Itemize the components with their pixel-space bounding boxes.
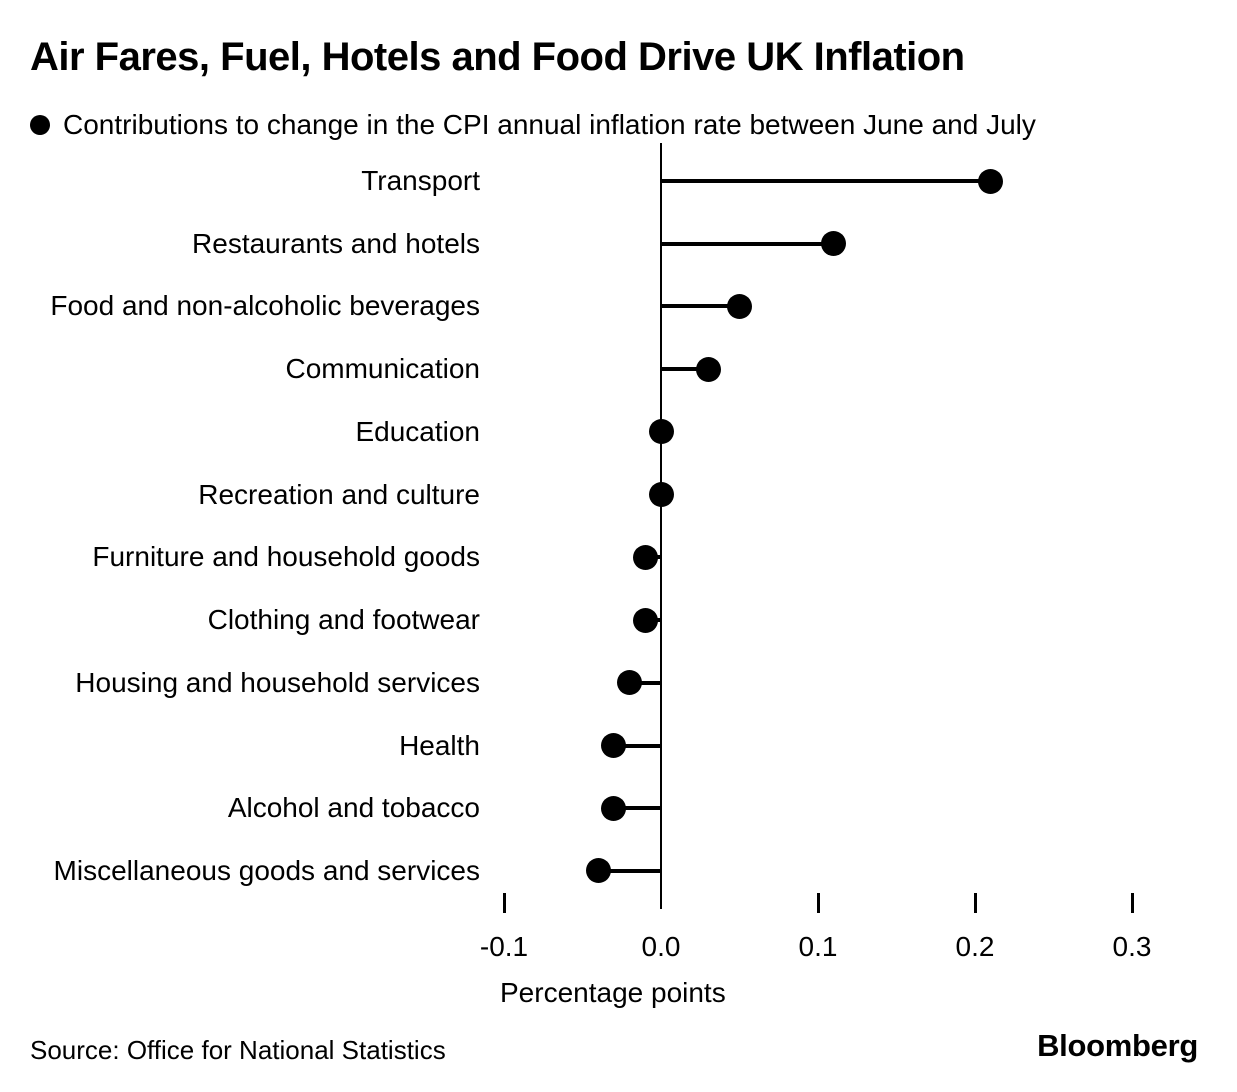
data-point-dot	[601, 733, 627, 759]
x-axis-tick	[973, 893, 977, 913]
data-point-dot	[632, 607, 658, 633]
category-label: Health	[399, 729, 480, 761]
data-point-dot	[648, 482, 674, 508]
data-point-dot	[648, 419, 674, 445]
category-label: Clothing and footwear	[207, 604, 480, 636]
chart-legend: Contributions to change in the CPI annua…	[30, 108, 1036, 142]
data-point-dot	[978, 168, 1004, 194]
legend-label: Contributions to change in the CPI annua…	[63, 109, 1036, 140]
data-point-dot	[695, 356, 721, 382]
x-axis-tick	[1130, 893, 1134, 913]
lollipop-stem	[613, 806, 661, 811]
lollipop-stem	[613, 743, 661, 748]
category-label: Education	[355, 415, 480, 447]
category-label: Recreation and culture	[198, 478, 480, 510]
x-axis-tick-label: 0.1	[798, 931, 838, 962]
category-label: Furniture and household goods	[92, 541, 480, 573]
category-label: Alcohol and tobacco	[227, 792, 480, 824]
data-point-dot	[585, 858, 611, 884]
data-point-dot	[632, 544, 658, 570]
lollipop-stem	[661, 179, 991, 183]
x-axis-tick-label: 0.2	[955, 931, 995, 962]
lollipop-stem	[661, 241, 834, 246]
data-point-dot	[617, 670, 643, 696]
legend-bullet-icon	[30, 115, 50, 135]
lollipop-stem	[661, 304, 740, 309]
category-label: Communication	[285, 353, 480, 385]
chart-title: Air Fares, Fuel, Hotels and Food Drive U…	[30, 35, 965, 79]
bloomberg-logo: Bloomberg	[1037, 1028, 1198, 1063]
x-axis-tick-label: 0.3	[1112, 931, 1152, 962]
category-label: Restaurants and hotels	[192, 227, 480, 259]
x-axis-tick-label: -0.1	[479, 931, 529, 962]
source-credit: Source: Office for National Statistics	[30, 1035, 446, 1065]
lollipop-stem	[598, 868, 661, 873]
lollipop-stem	[661, 367, 709, 372]
zero-baseline	[660, 143, 662, 909]
data-point-dot	[821, 231, 847, 257]
x-axis-tick	[502, 893, 506, 913]
x-axis-tick	[816, 893, 820, 913]
data-point-dot	[601, 795, 627, 821]
category-label: Food and non-alcoholic beverages	[50, 290, 480, 322]
lollipop-stem	[629, 680, 661, 685]
x-axis-tick-label: 0.0	[641, 931, 681, 962]
category-label: Transport	[361, 165, 480, 196]
category-label: Miscellaneous goods and services	[53, 854, 480, 886]
x-axis-title: Percentage points	[500, 977, 726, 1008]
data-point-dot	[727, 293, 752, 319]
category-label: Housing and household services	[75, 666, 480, 698]
